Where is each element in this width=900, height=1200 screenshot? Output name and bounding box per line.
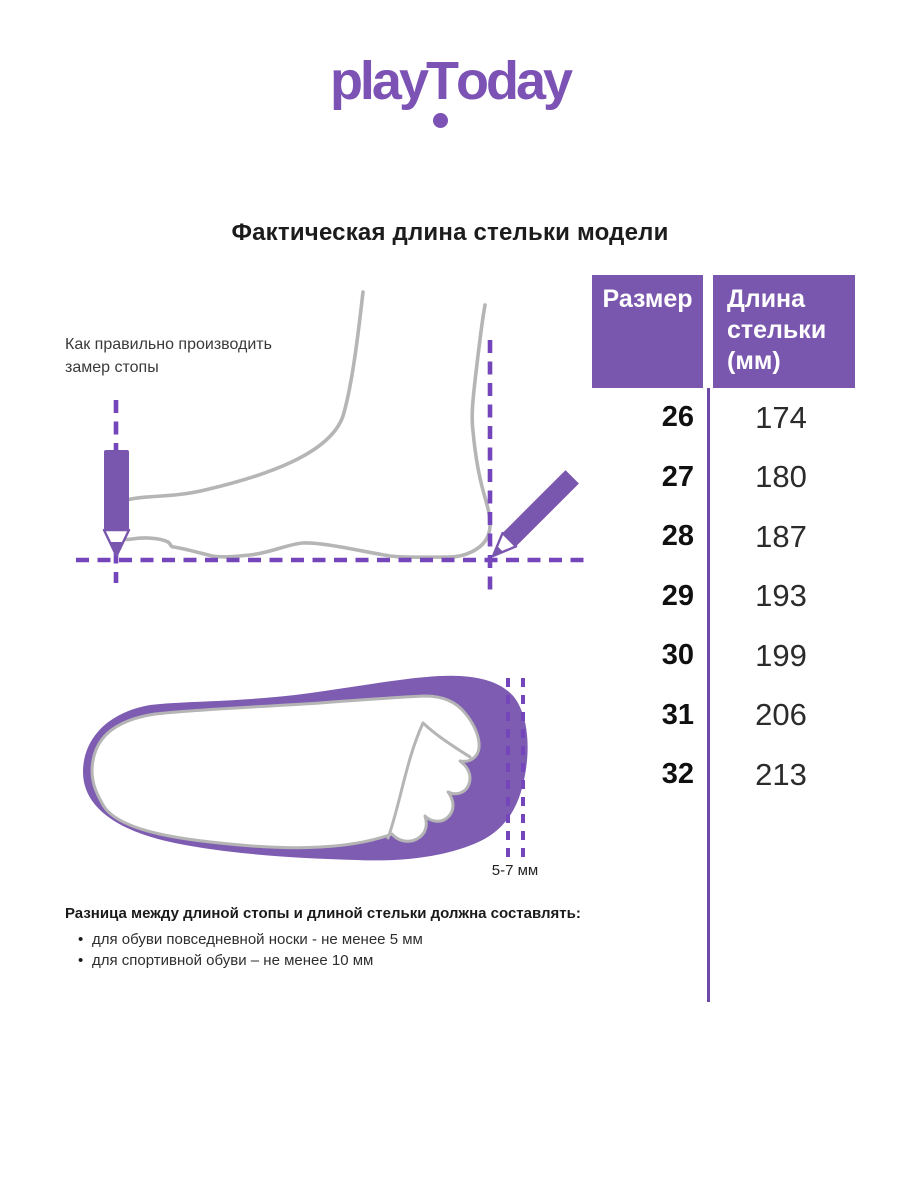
table-row: 27 180: [592, 448, 855, 508]
size-value: 29: [661, 579, 694, 612]
footer-bullet-text: для спортивной обуви – не менее 10 мм: [92, 952, 374, 969]
big-toe-line: [421, 721, 472, 759]
logo-letter-t: T: [426, 50, 459, 128]
length-value: 180: [755, 459, 807, 495]
length-value: 213: [755, 756, 807, 792]
table-body: 26 174 27 180 28 187 29 193 30 199 31 20…: [592, 388, 855, 805]
brand-logo: playT oday: [0, 50, 900, 128]
footer-heading: Разница между длиной стопы и длиной стел…: [65, 905, 581, 922]
table-row: 26 174: [592, 388, 855, 448]
length-value: 193: [755, 578, 807, 614]
table-header: Размер Длина стельки (мм): [592, 275, 855, 388]
logo-dot-icon: [433, 113, 448, 128]
table-row: 28 187: [592, 507, 855, 567]
size-table: Размер Длина стельки (мм) 26 174 27 180 …: [592, 275, 855, 1002]
length-value: 199: [755, 637, 807, 673]
length-value: 206: [755, 697, 807, 733]
footer-bullet-item: • для спортивной обуви – не менее 10 мм: [65, 951, 645, 971]
length-value: 187: [755, 518, 807, 554]
foot-side-outline: [110, 290, 492, 560]
table-row: 32 213: [592, 745, 855, 805]
footer-note: Разница между длиной стопы и длиной стел…: [65, 905, 645, 971]
gap-annotation: 5-7 мм: [492, 862, 538, 879]
measurement-instruction: Как правильно производить замер стопы: [65, 333, 272, 379]
length-value: 174: [755, 399, 807, 435]
pencil-icon: [102, 450, 131, 558]
bullet-dot-icon: •: [78, 952, 84, 969]
size-value: 30: [661, 639, 694, 672]
footer-bullet-text: для обуви повседневной носки - не менее …: [92, 931, 423, 948]
page-title: Фактическая длина стельки модели: [231, 219, 669, 246]
table-row: 29 193: [592, 567, 855, 627]
size-value: 31: [661, 698, 694, 731]
insole-footprint-diagram: 5-7 мм: [83, 675, 538, 879]
ball-of-foot-line: [386, 721, 425, 840]
column-header-length: Длина стельки (мм): [713, 275, 855, 388]
size-value: 26: [661, 401, 694, 434]
foot-measurement-diagram: [76, 290, 584, 593]
instruction-line2: замер стопы: [65, 359, 159, 376]
footprint-outline: [90, 694, 481, 850]
size-value: 32: [661, 758, 694, 791]
logo-text-part2: oday: [456, 51, 573, 111]
table-row: 31 206: [592, 686, 855, 746]
column-divider: [707, 388, 710, 1002]
column-header-size: Размер: [592, 275, 703, 388]
footer-bullet-item: • для обуви повседневной носки - не мене…: [65, 930, 645, 950]
table-row: 30 199: [592, 626, 855, 686]
size-value: 28: [661, 520, 694, 553]
size-value: 27: [661, 460, 694, 493]
logo-text-part1: play: [329, 51, 429, 111]
pencil-icon: [491, 470, 579, 558]
instruction-line1: Как правильно производить: [65, 336, 272, 353]
bullet-dot-icon: •: [78, 931, 84, 948]
